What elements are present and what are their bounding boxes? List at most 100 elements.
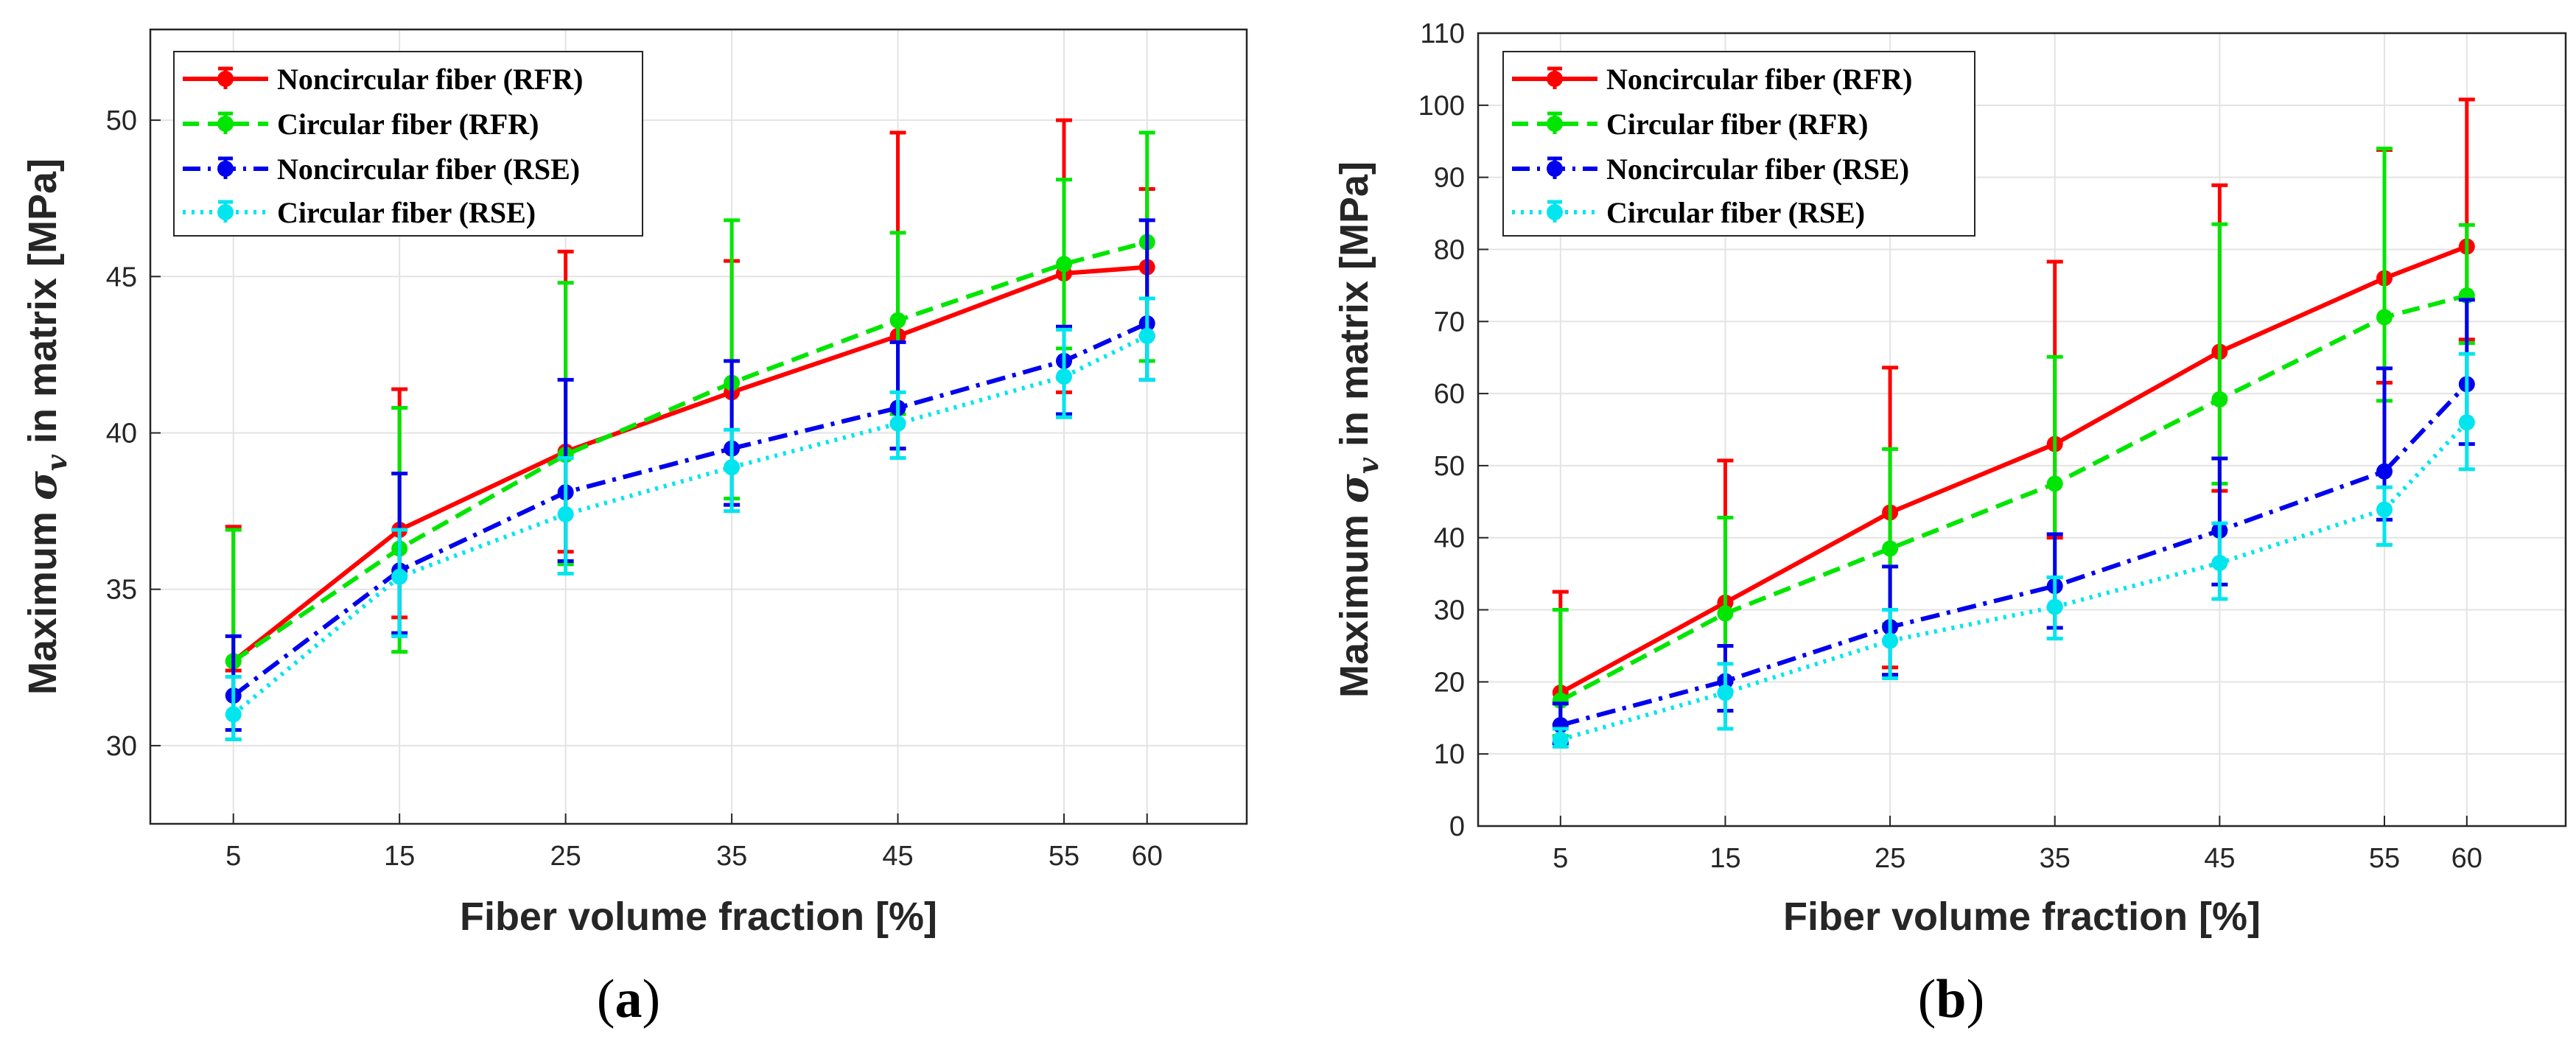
y-tick-label-b-10: 100 — [1418, 91, 1465, 122]
data-point-b-1-4 — [2211, 391, 2228, 407]
x-tick-label-b-1: 15 — [1709, 843, 1740, 874]
legend-entry-a-0: Noncircular fiber (RFR) — [183, 63, 584, 96]
y-tick-label-b-11: 110 — [1420, 18, 1465, 49]
panel-label-a-letter: a — [615, 969, 643, 1029]
x-tick-label-a-3: 35 — [716, 841, 747, 872]
y-tick-label-b-8: 80 — [1434, 234, 1465, 265]
y-axis-label-b-symbol: σ — [1330, 474, 1377, 503]
legend-label-a-0: Noncircular fiber (RFR) — [277, 63, 584, 96]
y-axis-label-a-prefix: Maximum — [21, 500, 65, 695]
legend-entry-b-2: Noncircular fiber (RSE) — [1512, 153, 1909, 186]
y-tick-label-b-2: 20 — [1434, 667, 1465, 698]
data-point-b-3-4 — [2211, 554, 2228, 571]
legend-entry-b-3: Circular fiber (RSE) — [1512, 196, 1865, 229]
tick-labels-b: 5 15 25 35 45 55 60 0 10 20 30 40 50 60 70 80 90 100 110 — [1418, 18, 2482, 874]
x-tick-label-a-5: 55 — [1049, 841, 1079, 872]
legend-label-b-3: Circular fiber (RSE) — [1606, 196, 1865, 229]
legend-entry-a-1: Circular fiber (RFR) — [183, 108, 539, 141]
y-axis-label-b-prefix: Maximum — [1332, 503, 1376, 698]
legend-b: Noncircular fiber (RFR) Circular fiber (… — [1502, 51, 1975, 237]
data-point-b-3-5 — [2376, 501, 2393, 518]
data-point-a-3-5 — [1056, 368, 1072, 385]
legend-label-a-3: Circular fiber (RSE) — [277, 196, 536, 229]
x-tick-label-a-2: 25 — [550, 841, 581, 872]
series-layer-a — [225, 118, 1155, 741]
legend-label-b-1: Circular fiber (RFR) — [1606, 108, 1869, 141]
y-tick-label-b-0: 0 — [1449, 811, 1465, 842]
x-tick-label-a-6: 60 — [1132, 841, 1163, 872]
panel-label-b: (b) — [1918, 969, 1984, 1029]
y-tick-label-b-9: 90 — [1434, 163, 1465, 194]
legend-a: Noncircular fiber (RFR) Circular fiber (… — [173, 51, 643, 237]
data-point-b-2-5 — [2376, 463, 2393, 480]
legend-entry-a-3: Circular fiber (RSE) — [183, 196, 536, 229]
legend-entry-a-2: Noncircular fiber (RSE) — [183, 153, 580, 186]
panel-label-a: (a) — [597, 969, 660, 1029]
x-tick-label-a-0: 5 — [225, 841, 241, 872]
legend-swatch-marker-b-0 — [1547, 71, 1563, 87]
x-tick-label-a-1: 15 — [384, 841, 415, 872]
data-point-b-3-0 — [1552, 731, 1569, 748]
x-axis-label-b: Fiber volume fraction [%] — [1783, 895, 2261, 939]
data-point-b-1-2 — [1882, 540, 1899, 557]
y-tick-label-a-0: 30 — [106, 731, 137, 762]
y-tick-label-b-7: 70 — [1434, 307, 1465, 337]
data-point-b-3-6 — [2458, 414, 2475, 431]
data-point-b-3-2 — [1882, 632, 1899, 649]
y-tick-label-a-4: 50 — [106, 105, 137, 136]
y-axis-label-a: Maximum σv in matrix [MPa] — [18, 158, 73, 695]
y-tick-label-b-5: 50 — [1434, 451, 1465, 482]
legend-entry-b-1: Circular fiber (RFR) — [1512, 108, 1869, 141]
legend-swatch-marker-a-0 — [217, 71, 234, 87]
series-layer-b — [1552, 97, 2475, 749]
legend-label-a-1: Circular fiber (RFR) — [277, 108, 539, 141]
y-tick-label-a-2: 40 — [106, 418, 137, 449]
data-point-a-3-1 — [391, 568, 408, 585]
legend-swatch-marker-b-2 — [1547, 161, 1563, 177]
legend-entry-b-0: Noncircular fiber (RFR) — [1512, 63, 1913, 96]
data-point-a-3-6 — [1138, 327, 1155, 344]
y-axis-label-b-subscript: v — [1351, 457, 1385, 474]
series-b-3 — [1552, 351, 2475, 749]
y-axis-label-a-symbol: σ — [18, 471, 66, 500]
legend-label-b-0: Noncircular fiber (RFR) — [1606, 63, 1913, 96]
legend-swatch-marker-b-1 — [1547, 116, 1563, 132]
y-tick-label-a-3: 45 — [106, 262, 137, 293]
data-point-b-1-1 — [1717, 605, 1734, 622]
data-point-a-3-3 — [724, 459, 741, 476]
legend-swatch-marker-a-1 — [217, 116, 234, 132]
x-tick-label-b-3: 35 — [2040, 843, 2071, 874]
panel-b: 5 15 25 35 45 55 60 0 10 20 30 40 50 60 70 80 90 100 110 N… — [1330, 18, 2567, 1029]
data-point-b-1-5 — [2376, 309, 2393, 326]
y-tick-label-b-6: 60 — [1434, 379, 1465, 410]
legend-label-b-2: Noncircular fiber (RSE) — [1606, 153, 1909, 186]
x-tick-label-b-2: 25 — [1875, 843, 1905, 874]
y-tick-label-a-1: 35 — [106, 575, 137, 606]
legend-box-a — [173, 51, 643, 237]
data-point-b-1-3 — [2046, 475, 2063, 492]
x-tick-label-b-0: 5 — [1553, 843, 1568, 874]
x-tick-label-b-5: 55 — [2369, 843, 2400, 874]
data-point-b-3-3 — [2046, 598, 2063, 615]
legend-box-b — [1502, 51, 1975, 237]
x-tick-label-b-4: 45 — [2204, 843, 2235, 874]
y-tick-label-b-1: 10 — [1434, 739, 1465, 770]
legend-swatch-marker-a-2 — [217, 161, 234, 177]
legend-label-a-2: Noncircular fiber (RSE) — [277, 153, 580, 186]
data-point-a-1-4 — [889, 312, 906, 329]
y-axis-label-a-suffix: in matrix [MPa] — [21, 158, 65, 455]
data-point-a-1-5 — [1056, 256, 1072, 273]
panel-label-b-letter: b — [1936, 969, 1966, 1029]
axes-box-b — [1477, 32, 2567, 828]
legend-swatch-marker-a-3 — [217, 204, 234, 220]
data-point-a-3-0 — [225, 706, 242, 723]
y-tick-label-b-3: 30 — [1434, 595, 1465, 626]
data-point-b-3-1 — [1717, 685, 1734, 702]
data-point-a-3-4 — [889, 415, 906, 432]
y-tick-label-b-4: 40 — [1434, 523, 1465, 554]
tick-labels-a: 5 15 25 35 45 55 60 30 35 40 45 50 — [106, 105, 1163, 872]
y-axis-label-b: Maximum σv in matrix [MPa] — [1330, 161, 1385, 698]
data-point-a-3-2 — [557, 505, 574, 522]
y-axis-label-a-subscript: v — [40, 454, 73, 471]
